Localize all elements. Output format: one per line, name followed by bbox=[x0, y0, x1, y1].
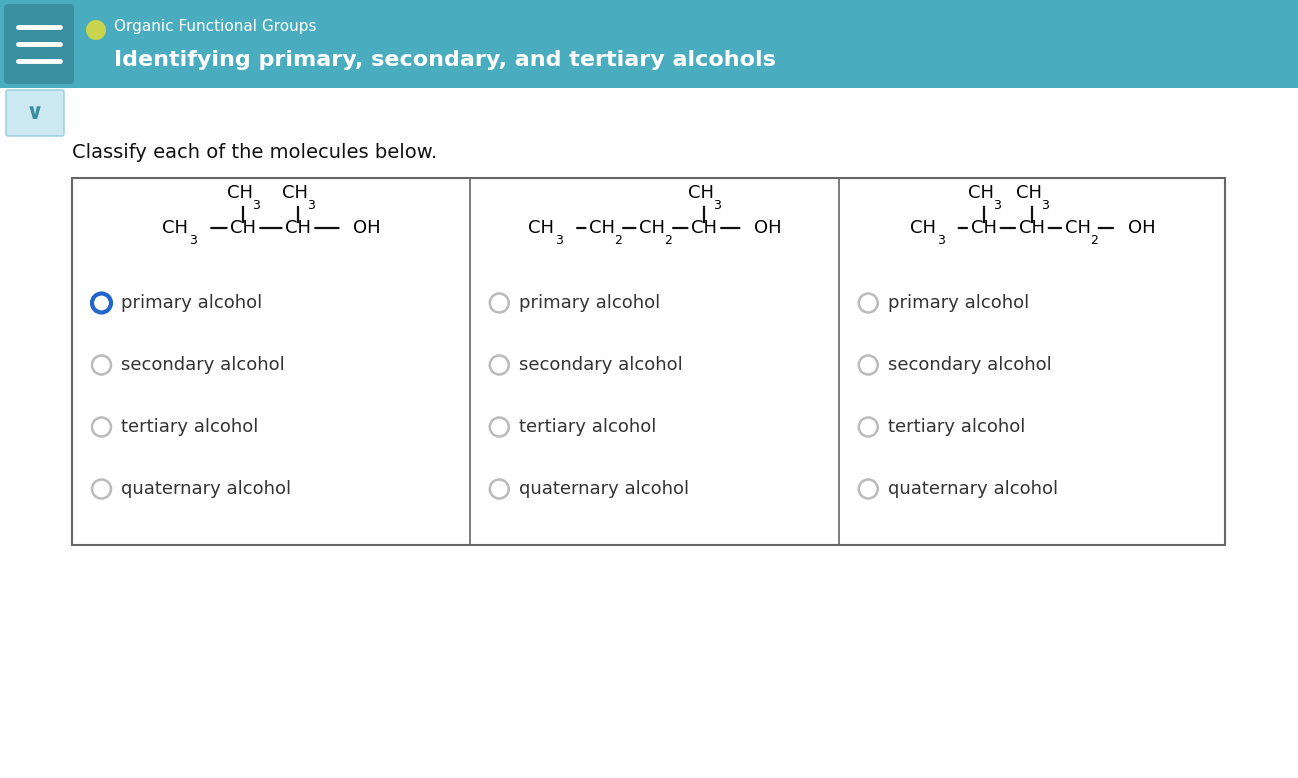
Text: CH: CH bbox=[910, 219, 936, 237]
Text: quaternary alcohol: quaternary alcohol bbox=[121, 480, 291, 498]
Text: secondary alcohol: secondary alcohol bbox=[121, 356, 284, 374]
Text: CH: CH bbox=[528, 219, 554, 237]
Text: CH: CH bbox=[1016, 184, 1042, 202]
Text: 3: 3 bbox=[190, 234, 197, 247]
FancyBboxPatch shape bbox=[0, 0, 1298, 88]
Text: quaternary alcohol: quaternary alcohol bbox=[888, 480, 1058, 498]
Circle shape bbox=[92, 418, 112, 436]
Text: primary alcohol: primary alcohol bbox=[121, 294, 262, 312]
Circle shape bbox=[859, 356, 877, 374]
Text: 3: 3 bbox=[308, 199, 315, 212]
Text: CH: CH bbox=[692, 219, 718, 237]
Text: ∨: ∨ bbox=[26, 103, 44, 123]
Text: primary alcohol: primary alcohol bbox=[519, 294, 661, 312]
Text: OH: OH bbox=[754, 219, 781, 237]
Text: 3: 3 bbox=[993, 199, 1001, 212]
FancyBboxPatch shape bbox=[4, 4, 74, 84]
Circle shape bbox=[859, 418, 877, 436]
Text: OH: OH bbox=[1128, 219, 1155, 237]
Circle shape bbox=[489, 418, 509, 436]
Text: CH: CH bbox=[639, 219, 666, 237]
Text: CH: CH bbox=[971, 219, 997, 237]
Circle shape bbox=[92, 479, 112, 499]
Text: 3: 3 bbox=[1041, 199, 1049, 212]
Text: 2: 2 bbox=[614, 234, 622, 247]
Text: CH: CH bbox=[283, 184, 309, 202]
Circle shape bbox=[489, 479, 509, 499]
Text: Identifying primary, secondary, and tertiary alcohols: Identifying primary, secondary, and tert… bbox=[114, 50, 776, 70]
Text: CH: CH bbox=[227, 184, 253, 202]
Text: 2: 2 bbox=[1090, 234, 1098, 247]
Text: 2: 2 bbox=[665, 234, 672, 247]
Circle shape bbox=[859, 479, 877, 499]
Text: CH: CH bbox=[968, 184, 994, 202]
Text: CH: CH bbox=[688, 184, 714, 202]
Text: OH: OH bbox=[353, 219, 382, 237]
Text: CH: CH bbox=[230, 219, 257, 237]
Text: CH: CH bbox=[589, 219, 615, 237]
Circle shape bbox=[489, 293, 509, 313]
Text: CH: CH bbox=[286, 219, 312, 237]
Text: Organic Functional Groups: Organic Functional Groups bbox=[114, 19, 317, 33]
Text: Classify each of the molecules below.: Classify each of the molecules below. bbox=[71, 142, 437, 162]
Text: CH: CH bbox=[1019, 219, 1045, 237]
Circle shape bbox=[859, 293, 877, 313]
FancyBboxPatch shape bbox=[71, 178, 1225, 545]
Text: tertiary alcohol: tertiary alcohol bbox=[121, 418, 258, 436]
Text: tertiary alcohol: tertiary alcohol bbox=[888, 418, 1025, 436]
Circle shape bbox=[86, 20, 106, 40]
Text: 3: 3 bbox=[556, 234, 563, 247]
Text: quaternary alcohol: quaternary alcohol bbox=[519, 480, 689, 498]
Text: primary alcohol: primary alcohol bbox=[888, 294, 1029, 312]
Circle shape bbox=[489, 356, 509, 374]
Text: secondary alcohol: secondary alcohol bbox=[519, 356, 683, 374]
Text: secondary alcohol: secondary alcohol bbox=[888, 356, 1051, 374]
Circle shape bbox=[92, 293, 112, 313]
Circle shape bbox=[92, 356, 112, 374]
Text: tertiary alcohol: tertiary alcohol bbox=[519, 418, 657, 436]
Text: 3: 3 bbox=[937, 234, 945, 247]
FancyBboxPatch shape bbox=[6, 90, 64, 136]
Text: CH: CH bbox=[162, 219, 188, 237]
Text: 3: 3 bbox=[252, 199, 261, 212]
Text: CH: CH bbox=[1064, 219, 1090, 237]
Text: 3: 3 bbox=[714, 199, 722, 212]
